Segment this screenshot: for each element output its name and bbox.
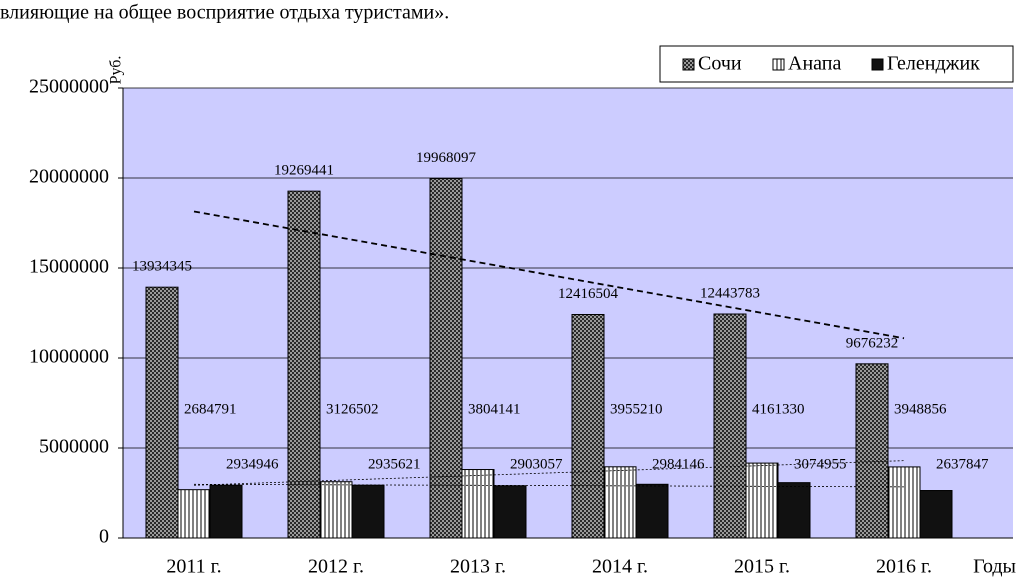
legend-box (659, 45, 1014, 83)
y-tick-label: 0 (99, 526, 109, 548)
bar (887, 466, 921, 539)
bar (855, 363, 889, 539)
data-label: 3074955 (794, 456, 847, 472)
trend-line (193, 210, 905, 340)
data-label: 3126502 (326, 401, 379, 417)
document-text: влияющие на общее восприятие отдыха тури… (0, 2, 449, 24)
data-label: 3804141 (468, 401, 521, 417)
data-label: 13934345 (132, 259, 192, 275)
x-tick-label: 2014 г. (592, 556, 648, 578)
data-label: 19968097 (416, 150, 477, 166)
legend-label: Сочи (698, 53, 742, 75)
x-tick-label: 2011 г. (166, 556, 221, 578)
bar (713, 313, 747, 539)
x-tick-label: 2012 г. (308, 556, 364, 578)
bar (777, 482, 811, 539)
data-label: 2935621 (368, 456, 421, 472)
bar (287, 190, 321, 539)
bar (351, 484, 385, 539)
data-label: 4161330 (752, 401, 805, 417)
legend-swatch (772, 58, 785, 71)
bar (635, 483, 669, 539)
data-label: 2637847 (936, 456, 989, 472)
bar (209, 484, 243, 539)
bar (745, 462, 779, 539)
bar (429, 178, 463, 539)
legend-swatch (682, 58, 695, 71)
x-tick-label: 2015 г. (734, 556, 790, 578)
bar (145, 286, 179, 539)
bar (603, 466, 637, 539)
bar (493, 485, 527, 539)
y-tick-label: 5000000 (39, 436, 109, 458)
legend-swatch (871, 58, 884, 71)
trend-line (193, 460, 905, 486)
y-tick-label: 25000000 (29, 76, 109, 98)
bar (319, 481, 353, 539)
bar (919, 490, 953, 539)
data-label: 2903057 (510, 456, 563, 472)
data-label: 3948856 (894, 401, 947, 417)
y-axis-label: Руб. (108, 56, 125, 85)
bar (177, 489, 211, 539)
data-label: 19269441 (274, 163, 334, 179)
x-tick-label: 2013 г. (450, 556, 506, 578)
y-tick-label: 15000000 (29, 256, 109, 278)
bar (461, 469, 495, 539)
data-label: 2684791 (184, 401, 237, 417)
y-tick-label: 20000000 (29, 166, 109, 188)
y-tick-label: 10000000 (29, 346, 109, 368)
data-label: 12443783 (700, 285, 760, 301)
bar (571, 314, 605, 539)
data-label: 12416504 (558, 286, 619, 302)
legend-label: Анапа (788, 53, 841, 75)
data-label: 2984146 (652, 456, 705, 472)
data-label: 2934946 (226, 456, 279, 472)
x-tick-label: 2016 г. (876, 556, 932, 578)
data-label: 3955210 (610, 401, 663, 417)
x-axis-label: Годы (973, 556, 1016, 578)
data-label: 9676232 (846, 335, 899, 351)
legend-label: Геленджик (887, 53, 980, 75)
